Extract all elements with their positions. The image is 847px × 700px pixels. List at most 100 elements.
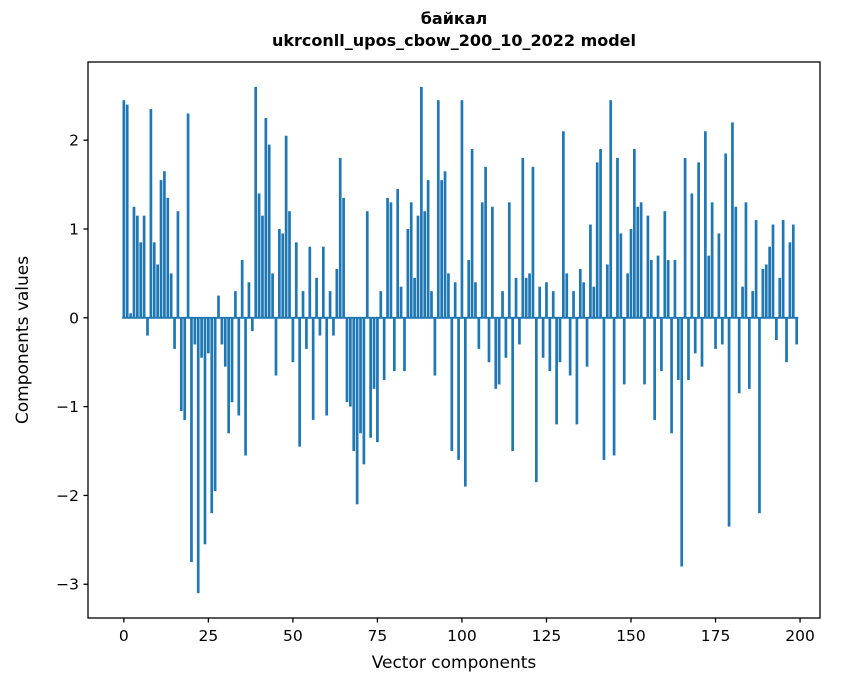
x-tick-label: 150 xyxy=(616,627,646,645)
bar xyxy=(747,317,751,389)
bar xyxy=(234,291,237,318)
bar xyxy=(639,202,643,318)
y-tick-label: 1 xyxy=(69,220,79,238)
bar xyxy=(146,317,149,336)
bar xyxy=(511,317,515,452)
bar xyxy=(335,268,339,318)
bar xyxy=(545,282,548,318)
bar xyxy=(217,295,220,318)
bar xyxy=(183,317,187,420)
bar xyxy=(294,242,298,318)
bar xyxy=(213,317,217,491)
x-tick-label: 50 xyxy=(283,627,303,645)
bar xyxy=(392,317,396,372)
bar xyxy=(142,215,146,318)
bar xyxy=(578,268,582,318)
bar xyxy=(240,260,244,318)
bar xyxy=(250,317,254,332)
bar xyxy=(764,264,768,318)
bar xyxy=(497,317,501,385)
bar xyxy=(406,228,410,318)
bar xyxy=(136,215,139,318)
bar xyxy=(548,317,552,372)
bar xyxy=(190,317,193,563)
bar xyxy=(261,215,264,318)
bar xyxy=(470,149,474,318)
bar xyxy=(203,317,207,545)
bar xyxy=(643,317,646,385)
bar xyxy=(676,317,680,380)
ticks-group: 0 25 50 75 100 125 150 175 200 −3 −2 −1 0 1 2 xyxy=(56,132,815,645)
bar xyxy=(602,317,606,460)
bar xyxy=(690,193,694,318)
bar xyxy=(524,277,528,318)
bar xyxy=(305,317,308,349)
bar xyxy=(436,100,440,318)
bar xyxy=(494,317,498,389)
bar xyxy=(321,246,325,318)
bar xyxy=(791,224,795,318)
bar xyxy=(338,157,342,318)
bar xyxy=(176,211,180,318)
bar xyxy=(538,286,542,318)
bar xyxy=(409,202,413,318)
bar xyxy=(528,273,531,318)
bar xyxy=(693,317,697,354)
bar xyxy=(365,211,369,318)
x-axis-label: Vector components xyxy=(372,653,537,673)
y-axis-label: Components values xyxy=(13,256,33,424)
bar xyxy=(487,317,491,363)
bar xyxy=(626,273,629,318)
bar xyxy=(477,317,481,349)
bar xyxy=(778,277,782,318)
bar xyxy=(274,317,278,376)
bar xyxy=(450,317,454,452)
bar xyxy=(463,317,467,487)
bar xyxy=(731,122,734,318)
bar xyxy=(589,224,592,318)
bar xyxy=(666,260,670,318)
bar xyxy=(656,255,660,318)
x-tick-label: 100 xyxy=(447,627,477,645)
bar xyxy=(714,317,717,349)
chart-title: байкал xyxy=(421,9,488,28)
bar xyxy=(622,317,626,385)
bar xyxy=(504,317,508,358)
bar xyxy=(264,117,268,318)
bar xyxy=(633,149,636,318)
bar xyxy=(758,317,761,514)
bar xyxy=(480,202,484,318)
x-tick-label: 175 xyxy=(701,627,731,645)
bar xyxy=(484,166,487,318)
bar xyxy=(447,273,450,318)
bar xyxy=(467,260,471,318)
bar xyxy=(646,215,650,318)
bar xyxy=(704,131,707,318)
x-tick-label: 0 xyxy=(119,627,129,645)
bar xyxy=(555,317,558,425)
bar xyxy=(311,317,315,420)
bar xyxy=(382,317,386,380)
bar xyxy=(514,277,518,318)
bar xyxy=(386,197,389,318)
plot-frame xyxy=(87,61,821,619)
bar xyxy=(139,242,143,318)
bar xyxy=(159,180,163,318)
bar xyxy=(788,242,792,318)
bar xyxy=(663,211,667,318)
bar xyxy=(315,277,318,318)
bar xyxy=(687,317,690,380)
bar xyxy=(376,317,379,443)
bar xyxy=(426,180,430,318)
bar xyxy=(298,317,301,447)
bar xyxy=(501,291,504,318)
bar xyxy=(629,228,633,318)
bar xyxy=(163,171,166,318)
bar xyxy=(433,317,437,376)
bar xyxy=(724,153,728,318)
bar xyxy=(612,317,616,456)
bar xyxy=(179,317,183,412)
bar xyxy=(572,291,575,318)
bar xyxy=(727,317,731,527)
